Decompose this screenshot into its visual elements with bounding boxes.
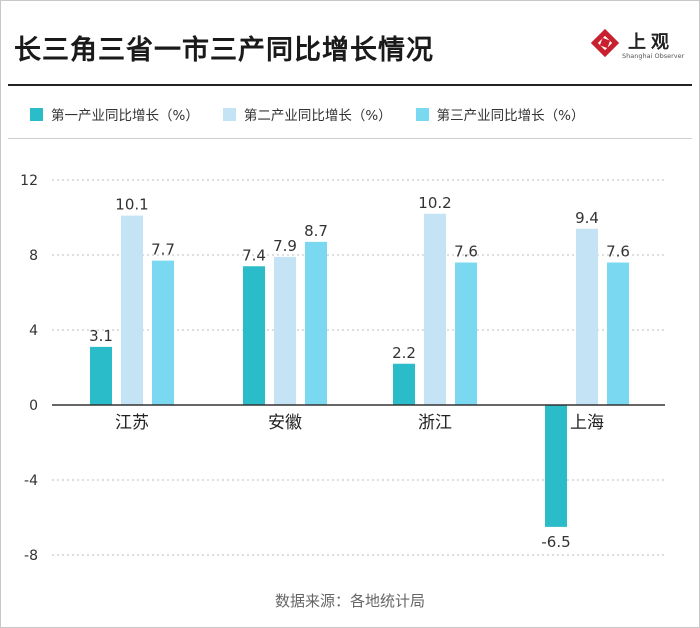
bar bbox=[305, 241, 327, 405]
bar bbox=[545, 405, 567, 527]
bar-value-label: 3.1 bbox=[89, 327, 113, 345]
y-tick-label: 12 bbox=[20, 173, 38, 189]
source-note: 数据来源：各地统计局 bbox=[274, 592, 425, 610]
brand-name: 上观 bbox=[628, 32, 674, 53]
y-tick-label: -8 bbox=[24, 548, 38, 564]
bar bbox=[455, 262, 477, 405]
bar-value-label: 10.1 bbox=[115, 196, 148, 214]
category-label: 上海 bbox=[570, 413, 604, 433]
bar-value-label: 7.7 bbox=[151, 241, 175, 259]
category-label: 浙江 bbox=[418, 413, 452, 433]
bar-value-label: 7.6 bbox=[606, 243, 630, 261]
legend-label-secondary: 第二产业同比增长（%） bbox=[243, 108, 392, 124]
legend: 第一产业同比增长（%） 第二产业同比增长（%） 第三产业同比增长（%） bbox=[30, 104, 608, 124]
y-tick-label: -4 bbox=[24, 473, 38, 489]
shanghai-observer-logo-icon bbox=[590, 28, 620, 58]
bar bbox=[90, 346, 112, 405]
bar bbox=[576, 228, 598, 405]
category-label: 安徽 bbox=[268, 413, 302, 433]
bar-value-label: 2.2 bbox=[392, 344, 416, 362]
bar-value-label: 8.7 bbox=[304, 222, 328, 240]
bar-value-label: 7.6 bbox=[454, 243, 478, 261]
bar-value-label: 9.4 bbox=[575, 209, 599, 227]
bar bbox=[274, 256, 296, 405]
legend-item-primary: 第一产业同比增长（%） bbox=[30, 104, 199, 124]
page-title: 长三角三省一市三产同比增长情况 bbox=[14, 35, 434, 66]
brand-subtitle: Shanghai Observer bbox=[622, 52, 685, 60]
legend-item-tertiary: 第三产业同比增长（%） bbox=[415, 104, 585, 124]
header-divider bbox=[8, 84, 692, 86]
legend-swatch-primary bbox=[30, 107, 43, 121]
bar-value-label: 10.2 bbox=[418, 194, 451, 212]
category-label: 江苏 bbox=[115, 413, 149, 433]
brand: 上观 Shanghai Observer bbox=[590, 26, 690, 66]
bar bbox=[121, 215, 143, 405]
legend-divider bbox=[8, 138, 692, 139]
legend-swatch-tertiary bbox=[415, 107, 429, 121]
bar bbox=[393, 363, 415, 405]
y-tick-label: 0 bbox=[29, 398, 38, 414]
legend-label-tertiary: 第三产业同比增长（%） bbox=[436, 108, 585, 124]
bar bbox=[607, 262, 629, 405]
bar bbox=[424, 213, 446, 405]
legend-label-primary: 第一产业同比增长（%） bbox=[51, 108, 199, 124]
y-tick-label: 4 bbox=[29, 323, 38, 339]
bar-value-label: 7.4 bbox=[242, 246, 266, 264]
legend-item-secondary: 第二产业同比增长（%） bbox=[222, 104, 392, 124]
y-tick-label: 8 bbox=[29, 248, 38, 264]
bar-value-label: -6.5 bbox=[541, 533, 570, 551]
bar bbox=[152, 260, 174, 405]
bar-value-label: 7.9 bbox=[273, 237, 297, 255]
legend-swatch-secondary bbox=[222, 107, 236, 121]
bar bbox=[243, 266, 265, 405]
